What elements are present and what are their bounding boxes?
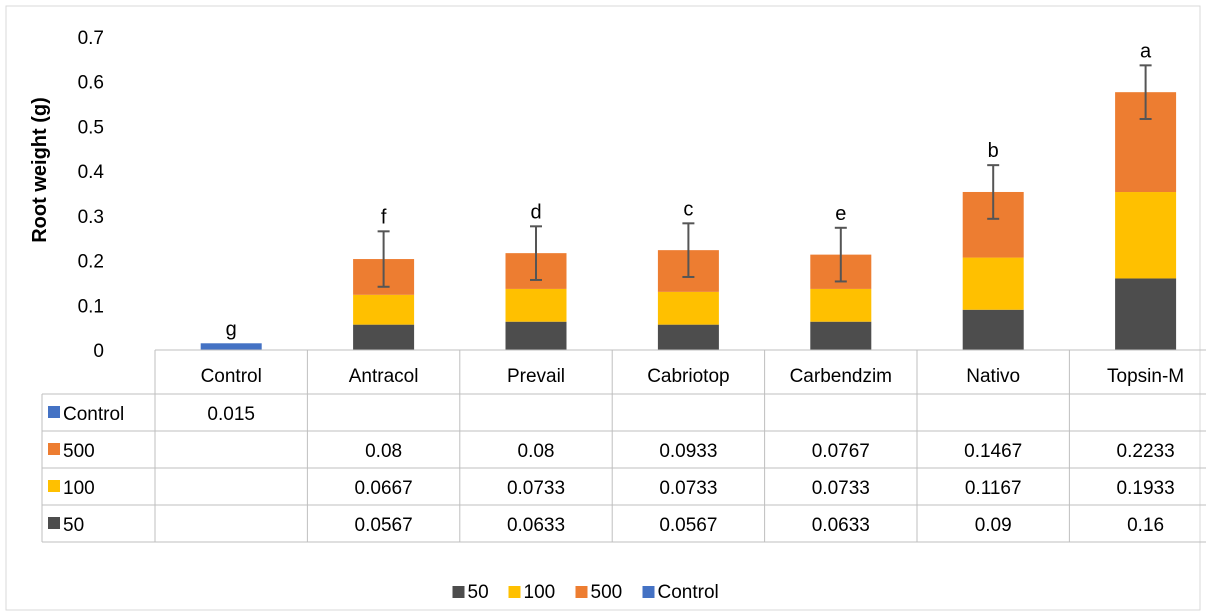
y-tick-label: 0.5	[78, 117, 104, 138]
category-label: Topsin-M	[1107, 366, 1184, 387]
table-row-label: Control	[63, 404, 124, 425]
table-cell: 0.1467	[964, 441, 1022, 462]
table-cell: 0.0567	[659, 515, 717, 536]
table-cell: 0.2233	[1117, 441, 1175, 462]
table-cell: 0.1933	[1117, 478, 1175, 499]
table-cell: 0.0733	[507, 478, 565, 499]
table-cell: 0.0733	[812, 478, 870, 499]
table-cell: 0.0667	[355, 478, 413, 499]
category-label: Carbendzim	[790, 366, 892, 387]
bar-segment-100	[1115, 192, 1177, 279]
bar-segment-50	[1115, 278, 1177, 350]
table-row-legend-key	[48, 443, 60, 455]
table-cell: 0.0567	[355, 515, 413, 536]
table-row-legend-key	[48, 517, 60, 529]
y-tick-label: 0.6	[78, 73, 104, 94]
table-cell: 0.08	[518, 441, 555, 462]
bar-segment-50	[505, 321, 567, 350]
category-label: Control	[201, 366, 262, 387]
legend-label: 100	[524, 582, 556, 603]
bar-segment-100	[353, 294, 415, 325]
legend-key	[508, 586, 521, 598]
legend: 50 100 500 Control	[452, 582, 719, 603]
significance-letter: e	[835, 203, 846, 225]
table-cell: 0.16	[1127, 515, 1164, 536]
legend-label: 500	[591, 582, 623, 603]
significance-letters: g f d c e b a	[226, 40, 1152, 340]
table-row-label: 50	[63, 515, 84, 536]
table-row-legend-key	[48, 480, 60, 492]
bar-segment-100	[505, 288, 567, 322]
table-cell: 0.08	[365, 441, 402, 462]
legend-label: Control	[658, 582, 719, 603]
table-row-legend-key	[48, 406, 60, 418]
bars	[200, 92, 1177, 350]
data-table: Control Antracol Prevail Cabriotop Carbendzi…	[41, 349, 1206, 543]
bar-segment-100	[657, 291, 719, 325]
table-cell: 0.015	[207, 404, 255, 425]
table-row-label: 500	[63, 441, 95, 462]
y-tick-label: 0.1	[78, 296, 104, 317]
y-axis-title: Root weight (g)	[29, 97, 51, 243]
legend-key	[575, 586, 588, 598]
bar-segment-100	[810, 288, 872, 322]
significance-letter: f	[381, 206, 387, 228]
bar-segment-50	[657, 324, 719, 350]
significance-letter: g	[226, 318, 237, 340]
bar-segment-50	[962, 309, 1024, 350]
y-tick-label: 0.2	[78, 252, 104, 273]
table-cell: 0.1167	[965, 478, 1022, 499]
category-label: Antracol	[349, 366, 419, 387]
table-cell: 0.0733	[659, 478, 717, 499]
y-tick-label: 0	[93, 341, 104, 362]
table-cell: 0.0933	[659, 441, 717, 462]
legend-key	[642, 586, 655, 598]
table-cell: 0.0767	[812, 441, 870, 462]
legend-key	[452, 586, 465, 598]
bar-segment-control	[200, 343, 262, 350]
table-cell: 0.0633	[507, 515, 565, 536]
category-label: Nativo	[966, 366, 1020, 387]
y-tick-label: 0.3	[78, 207, 104, 228]
significance-letter: d	[530, 201, 541, 223]
y-tick-label: 0.4	[78, 162, 105, 183]
significance-letter: c	[683, 198, 693, 220]
error-bars	[377, 64, 1152, 288]
significance-letter: b	[988, 140, 999, 162]
legend-label: 50	[468, 582, 489, 603]
y-tick-label: 0.7	[78, 28, 104, 49]
bar-segment-50	[810, 321, 872, 350]
table-cell: 0.0633	[812, 515, 870, 536]
significance-letter: a	[1140, 40, 1152, 62]
table-row-label: 100	[63, 478, 95, 499]
category-label: Cabriotop	[647, 366, 729, 387]
category-label: Prevail	[507, 366, 565, 387]
bar-segment-100	[962, 257, 1024, 310]
y-axis-ticks: 0 0.1 0.2 0.3 0.4 0.5 0.6 0.7	[78, 28, 105, 362]
bar-segment-50	[353, 324, 415, 350]
table-cell: 0.09	[975, 515, 1012, 536]
